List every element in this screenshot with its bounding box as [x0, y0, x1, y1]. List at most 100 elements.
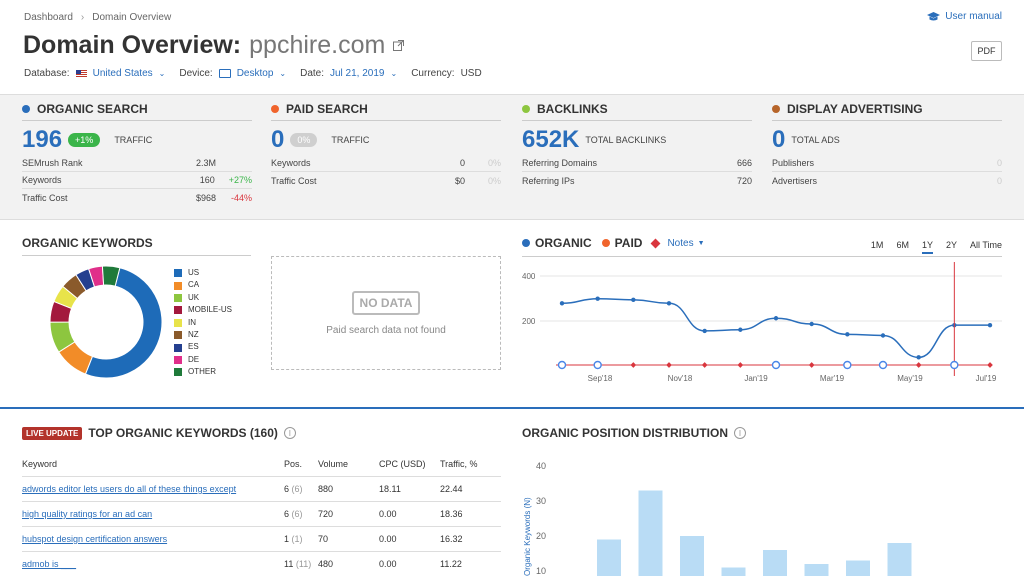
backlinks-title[interactable]: Backlinks [537, 102, 608, 116]
summary-band [0, 94, 1024, 220]
info-icon[interactable]: i [734, 427, 747, 439]
keyword-link[interactable]: hubspot design certification answers [22, 534, 168, 544]
stat-label: Publishers [772, 158, 815, 168]
note-marker[interactable] [987, 362, 993, 368]
legend-item-us[interactable]: US [174, 267, 232, 279]
donut-slice-us[interactable] [84, 267, 163, 379]
organic-data-point[interactable] [809, 321, 814, 327]
legend-swatch [174, 294, 182, 303]
legend-item-ca[interactable]: CA [174, 279, 232, 291]
external-link-icon[interactable] [393, 40, 405, 51]
legend-item-de[interactable]: DE [174, 354, 232, 366]
display-advertising-title[interactable]: Display Advertising [787, 102, 923, 116]
stat-value: 0 [996, 175, 1002, 186]
organic-data-point[interactable] [631, 297, 636, 303]
organic-data-point[interactable] [916, 355, 921, 360]
organic-data-point[interactable] [987, 322, 993, 328]
organic-data-point[interactable] [702, 328, 707, 334]
note-marker[interactable] [915, 362, 922, 368]
pdf-button[interactable]: PDF [971, 41, 1002, 61]
paid-legend-item[interactable]: PAID [601, 236, 642, 250]
keyword-link[interactable]: admob is ___ [22, 559, 77, 569]
column-header[interactable]: Traffic, % [440, 459, 478, 469]
position-bar[interactable] [763, 550, 787, 576]
organic-data-point[interactable] [845, 332, 850, 337]
note-marker[interactable] [666, 362, 672, 368]
organic-data-point[interactable] [559, 301, 565, 306]
organic-legend-item[interactable]: ORGANIC [522, 236, 592, 250]
legend-item-mobile-us[interactable]: MOBILE-US [174, 304, 232, 316]
chevron-down-icon[interactable]: ⌄ [279, 69, 287, 78]
chevron-down-icon[interactable]: ⌄ [390, 69, 398, 78]
table-row: admob is ___ 11 (11) 480 0.00 11.22 [22, 552, 501, 576]
google-update-icon[interactable] [878, 360, 888, 370]
note-marker[interactable] [701, 362, 708, 368]
range-2y[interactable]: 2Y [945, 240, 957, 250]
position-bar[interactable] [846, 560, 870, 576]
keyword-link[interactable]: high quality ratings for an ad can [22, 509, 153, 519]
legend-item-in[interactable]: IN [174, 317, 232, 329]
column-header[interactable]: Keyword [22, 459, 58, 469]
organic-data-point[interactable] [666, 301, 672, 306]
desktop-icon [218, 69, 231, 78]
display-ads-value[interactable]: 0 [772, 126, 786, 153]
notes-dropdown[interactable]: Notes ▼ [651, 238, 705, 249]
stat-value[interactable]: 160 [199, 175, 215, 185]
column-header[interactable]: CPC (USD) [379, 459, 426, 469]
google-update-icon[interactable] [843, 360, 852, 370]
organic-search-title[interactable]: Organic Search [37, 102, 148, 116]
organic-trend-chart[interactable]: 400 200 Sep'18 Nov'18 Jan'19 Mar'19 May'19 Jul'… [516, 262, 1006, 388]
google-update-icon[interactable] [593, 360, 602, 370]
position-bar[interactable] [804, 564, 829, 576]
note-marker[interactable] [630, 362, 637, 368]
keyword-link[interactable]: adwords editor lets users do all of thes… [22, 484, 237, 494]
column-header[interactable]: Pos. [284, 459, 303, 469]
legend-item-es[interactable]: ES [174, 341, 232, 353]
position-bar[interactable] [680, 536, 704, 576]
y-tick-label: 10 [536, 566, 546, 576]
user-manual-link[interactable]: User manual [927, 11, 1002, 22]
paid-search-title[interactable]: Paid Search [286, 102, 368, 116]
organic-series-line[interactable] [561, 297, 990, 359]
organic-data-point[interactable] [595, 296, 600, 301]
legend-item-nz[interactable]: NZ [174, 329, 232, 341]
display-dot-icon [772, 105, 780, 113]
organic-data-point[interactable] [880, 333, 886, 338]
position-bar[interactable] [597, 539, 621, 576]
info-icon[interactable]: i [283, 427, 296, 439]
stat-label: Referring Domains [522, 158, 598, 168]
position-bar[interactable] [638, 490, 663, 576]
position-bar[interactable] [721, 567, 746, 576]
position-bar[interactable] [887, 543, 912, 576]
stat-change: 0% [487, 175, 501, 186]
chevron-down-icon[interactable]: ⌄ [158, 69, 166, 78]
date-select[interactable]: Jul 21, 2019 [330, 68, 385, 79]
device-select[interactable]: Desktop [236, 68, 274, 79]
range-1y[interactable]: 1Y [921, 240, 933, 254]
donut-slice-other[interactable] [101, 265, 121, 287]
legend-item-other[interactable]: OTHER [174, 366, 232, 378]
paid-traffic-value[interactable]: 0 [271, 126, 285, 153]
google-update-icon[interactable] [950, 360, 959, 370]
google-update-icon[interactable] [771, 360, 781, 370]
organic-keywords-donut-chart[interactable] [46, 262, 166, 382]
stat-row: Keywords 0 0% [271, 155, 501, 172]
database-select[interactable]: United States [92, 68, 153, 79]
organic-data-point[interactable] [773, 316, 779, 321]
range-6m[interactable]: 6M [896, 240, 909, 250]
note-marker[interactable] [808, 362, 815, 368]
backlinks-value[interactable]: 652K [522, 126, 580, 153]
top-keywords-table: Keyword Pos. Volume CPC (USD) Traffic, %… [22, 452, 501, 576]
breadcrumb-dashboard[interactable]: Dashboard [24, 12, 73, 23]
organic-data-point[interactable] [738, 327, 743, 332]
google-update-icon[interactable] [557, 360, 567, 370]
range-all-time[interactable]: All Time [969, 240, 1002, 250]
us-flag-icon [75, 69, 87, 78]
note-marker[interactable] [737, 362, 744, 368]
legend-item-uk[interactable]: UK [174, 292, 232, 304]
position-distribution-chart[interactable]: 40 30 20 10 Organic Keywords (N) [516, 452, 1006, 576]
column-header[interactable]: Volume [318, 459, 349, 469]
section-divider [0, 407, 1024, 409]
organic-traffic-value[interactable]: 196 [22, 126, 63, 153]
range-1m[interactable]: 1M [870, 240, 884, 250]
